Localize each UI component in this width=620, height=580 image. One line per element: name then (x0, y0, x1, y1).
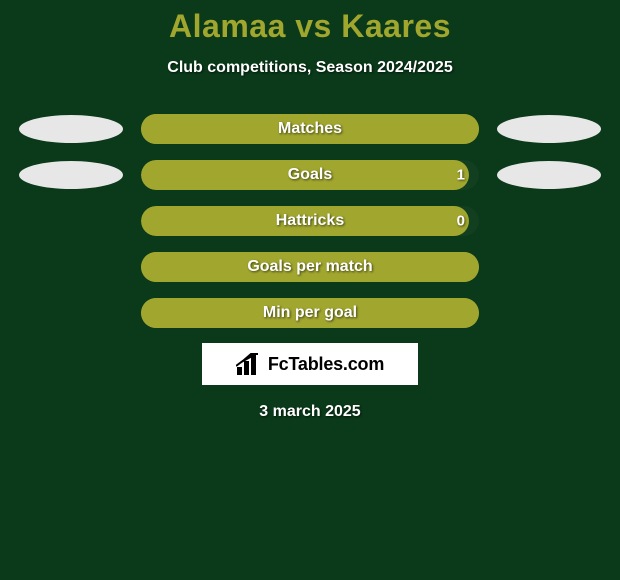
left-ellipse (19, 299, 123, 327)
stat-bar-label: Goals (288, 166, 332, 184)
left-ellipse (19, 161, 123, 189)
right-ellipse (497, 115, 601, 143)
stat-row: Matches (0, 113, 620, 145)
stat-bar-value: 0 (457, 213, 465, 230)
stat-bar: Goals per match (141, 252, 479, 282)
left-ellipse (19, 253, 123, 281)
stat-row: Goals 1 (0, 159, 620, 191)
stat-row: Hattricks 0 (0, 205, 620, 237)
page-title: Alamaa vs Kaares (0, 0, 620, 45)
right-ellipse (497, 253, 601, 281)
footer-date: 3 march 2025 (0, 403, 620, 421)
brand-bars-icon (236, 353, 262, 375)
stat-bar-label: Min per goal (263, 304, 357, 322)
stat-bar: Min per goal (141, 298, 479, 328)
stat-row: Goals per match (0, 251, 620, 283)
stat-bar: Matches (141, 114, 479, 144)
right-ellipse (497, 207, 601, 235)
stat-bar-label: Matches (278, 120, 342, 138)
stat-row: Min per goal (0, 297, 620, 329)
right-ellipse (497, 299, 601, 327)
stat-bar: Goals 1 (141, 160, 479, 190)
stat-bar-label: Goals per match (247, 258, 372, 276)
stat-bar: Hattricks 0 (141, 206, 479, 236)
page-subtitle: Club competitions, Season 2024/2025 (0, 59, 620, 77)
stat-bar-label: Hattricks (276, 212, 344, 230)
brand-box: FcTables.com (202, 343, 418, 385)
stat-rows: Matches Goals 1 Hattricks 0 Goals per match Mi… (0, 113, 620, 329)
brand-text: FcTables.com (268, 354, 384, 375)
left-ellipse (19, 207, 123, 235)
left-ellipse (19, 115, 123, 143)
right-ellipse (497, 161, 601, 189)
stat-bar-value: 1 (457, 167, 465, 184)
